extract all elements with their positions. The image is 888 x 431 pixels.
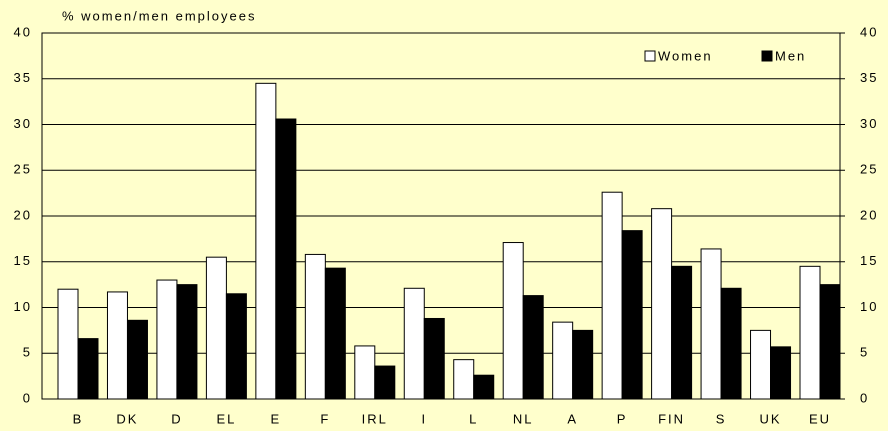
- y2-tick-label: 25: [860, 162, 878, 177]
- x-tick-label: A: [567, 411, 578, 426]
- legend-swatch: [761, 50, 773, 62]
- y-axis-label: % women/men employees: [62, 8, 256, 23]
- bar: [819, 284, 841, 400]
- y-tick-label: 25: [14, 162, 32, 177]
- bar: [572, 329, 594, 400]
- bar: [502, 242, 524, 400]
- x-tick-label: NL: [513, 411, 534, 426]
- x-tick-label: I: [421, 411, 427, 426]
- bar: [552, 321, 574, 400]
- x-tick-label: S: [716, 411, 727, 426]
- x-tick-label: DK: [116, 411, 138, 426]
- bar: [354, 345, 376, 400]
- bar: [621, 230, 643, 400]
- bar: [750, 329, 772, 400]
- y-tick-label: 0: [23, 390, 32, 405]
- y2-tick-label: 35: [860, 70, 878, 85]
- x-tick-label: EL: [216, 411, 236, 426]
- bar: [205, 256, 227, 400]
- y-tick-label: 15: [14, 253, 32, 268]
- y2-tick-label: 10: [860, 299, 878, 314]
- bar: [403, 287, 425, 400]
- y-tick-label: 10: [14, 299, 32, 314]
- y-tick-label: 5: [23, 345, 32, 360]
- y-tick-label: 40: [14, 24, 32, 39]
- y2-tick-label: 15: [860, 253, 878, 268]
- y2-tick-label: 20: [860, 207, 878, 222]
- y2-tick-label: 5: [860, 345, 869, 360]
- x-tick-label: D: [171, 411, 182, 426]
- bar: [225, 293, 247, 400]
- legend-label: Women: [658, 48, 713, 63]
- bar: [275, 118, 297, 400]
- x-tick-label: E: [271, 411, 282, 426]
- bar: [423, 317, 445, 400]
- bar: [671, 265, 693, 400]
- y2-tick-label: 40: [860, 24, 878, 39]
- bar: [770, 346, 792, 400]
- bar: [57, 288, 79, 400]
- x-tick-label: P: [617, 411, 628, 426]
- x-tick-label: EU: [809, 411, 831, 426]
- bar: [799, 265, 821, 400]
- y2-tick-label: 0: [860, 390, 869, 405]
- y-tick-label: 35: [14, 70, 32, 85]
- bar: [473, 374, 495, 400]
- bar: [374, 365, 396, 400]
- bar: [304, 253, 326, 400]
- x-tick-label: L: [469, 411, 478, 426]
- bar: [126, 319, 148, 400]
- bar: [522, 295, 544, 400]
- legend-swatch: [644, 50, 656, 62]
- y2-tick-label: 30: [860, 116, 878, 131]
- bar: [720, 287, 742, 400]
- bar: [601, 191, 623, 400]
- bar: [324, 267, 346, 400]
- bar: [77, 338, 99, 400]
- bar: [176, 284, 198, 400]
- bar: [453, 359, 475, 400]
- bar: [255, 82, 277, 400]
- y-tick-label: 20: [14, 207, 32, 222]
- legend-label: Men: [775, 48, 806, 63]
- y-tick-label: 30: [14, 116, 32, 131]
- x-tick-label: FIN: [658, 411, 685, 426]
- x-tick-label: B: [73, 411, 84, 426]
- x-tick-label: F: [320, 411, 330, 426]
- bar: [700, 248, 722, 400]
- bar: [651, 208, 673, 400]
- x-tick-label: IRL: [362, 411, 388, 426]
- x-tick-label: UK: [760, 411, 782, 426]
- bar: [106, 291, 128, 400]
- bar: [156, 279, 178, 400]
